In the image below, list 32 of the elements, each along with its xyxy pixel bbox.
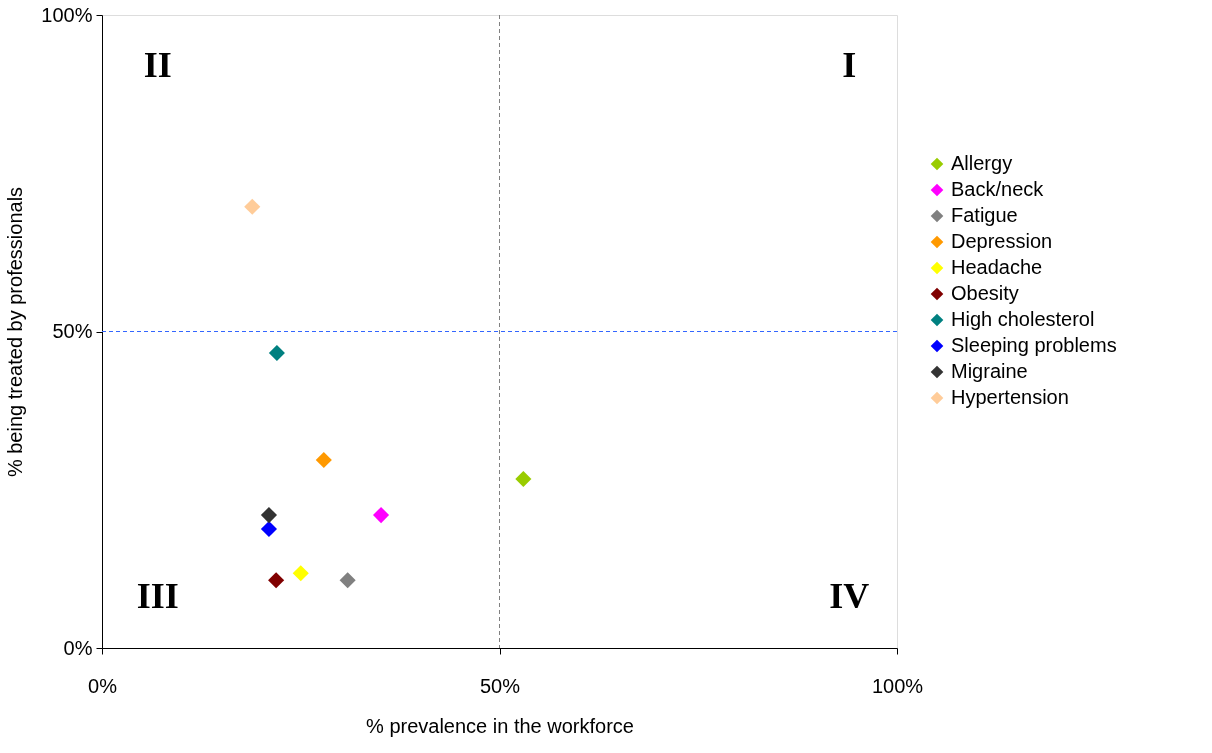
annotation: II bbox=[143, 44, 172, 85]
point bbox=[244, 198, 261, 215]
point bbox=[515, 470, 532, 488]
point bbox=[268, 344, 285, 362]
y-tick-label: 100% bbox=[41, 3, 93, 26]
x-axis-title: % prevalence in the workforce bbox=[366, 714, 634, 737]
point bbox=[372, 507, 390, 524]
legend-label: High cholesterol bbox=[951, 308, 1095, 330]
annotation: I bbox=[842, 44, 857, 85]
point bbox=[260, 507, 278, 524]
y-axis-title: % being treated by professionals bbox=[4, 186, 27, 478]
legend-label: Back/neck bbox=[951, 178, 1045, 200]
x-tick-label: 0% bbox=[88, 674, 118, 697]
point bbox=[292, 565, 309, 582]
y-tick-label: 0% bbox=[63, 636, 93, 659]
y-tick-label: 50% bbox=[52, 320, 93, 342]
point bbox=[339, 572, 356, 589]
annotation: III bbox=[136, 576, 179, 617]
legend-label: Depression bbox=[951, 230, 1053, 252]
point bbox=[268, 572, 285, 589]
x-tick-label: 50% bbox=[479, 674, 521, 697]
point bbox=[315, 451, 332, 469]
legend-label: Allergy bbox=[951, 152, 1013, 174]
legend-label: Migraine bbox=[951, 360, 1028, 382]
annotation: IV bbox=[829, 576, 870, 617]
legend-label: Hypertension bbox=[951, 386, 1069, 408]
x-tick-label: 100% bbox=[871, 674, 924, 697]
legend-label: Obesity bbox=[951, 282, 1019, 304]
legend-label: Headache bbox=[951, 256, 1043, 278]
point bbox=[260, 520, 278, 538]
legend-label: Fatigue bbox=[951, 204, 1018, 226]
legend-label: Sleeping problems bbox=[951, 334, 1117, 356]
